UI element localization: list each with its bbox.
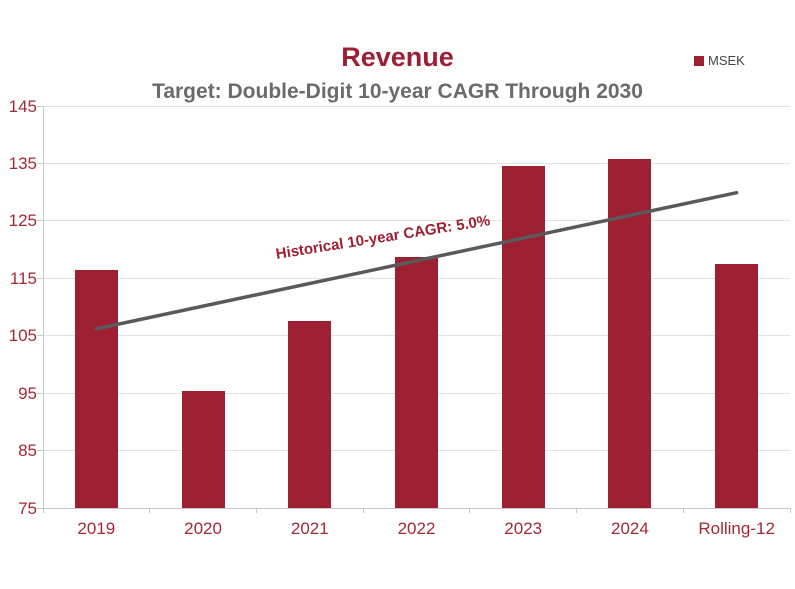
x-axis-label-2019: 2019 [77, 519, 116, 538]
x-axis-label-2022: 2022 [397, 519, 436, 538]
bar-2023 [501, 166, 545, 508]
bar-2019 [74, 269, 118, 508]
y-axis-tick-125 [37, 220, 43, 222]
y-axis-tick-75 [37, 507, 43, 509]
y-axis-label-75: 75 [18, 498, 37, 518]
chart-title: Revenue [341, 42, 454, 72]
x-axis-label-2024: 2024 [611, 519, 649, 538]
x-axis-tick [255, 508, 257, 513]
y-axis-line [43, 106, 44, 508]
y-axis-tick-135 [37, 162, 43, 164]
legend: MSEK [694, 53, 745, 68]
x-axis-tick [362, 508, 364, 513]
bar-2024 [608, 159, 652, 508]
x-axis-tick [789, 508, 791, 513]
x-axis-label-2021: 2021 [290, 519, 329, 538]
y-axis-label-85: 85 [18, 441, 37, 461]
y-axis-tick-95 [37, 392, 43, 394]
y-axis-label-145: 145 [8, 96, 37, 116]
bar-2020 [181, 390, 225, 508]
bar-2022 [395, 257, 438, 508]
y-axis-tick-85 [37, 450, 43, 452]
gridline-135 [43, 162, 790, 164]
x-axis-tick [682, 508, 684, 513]
y-axis-label-95: 95 [18, 383, 37, 403]
x-axis-tick [149, 508, 151, 513]
legend-swatch-icon [694, 55, 704, 66]
x-axis-tick [42, 508, 44, 513]
chart-subtitle: Target: Double-Digit 10-year CAGR Throug… [152, 80, 643, 103]
bar-Rolling-12 [715, 263, 759, 508]
legend-label: MSEK [708, 53, 745, 68]
x-axis-tick [576, 508, 578, 513]
x-axis-tick [469, 508, 471, 513]
y-axis-label-135: 135 [8, 153, 37, 173]
y-axis-label-105: 105 [8, 326, 37, 346]
gridline-145 [43, 105, 790, 107]
y-axis-label-115: 115 [9, 268, 37, 288]
x-axis-label-2023: 2023 [504, 519, 543, 538]
y-axis-label-125: 125 [8, 211, 37, 231]
x-axis-label-2020: 2020 [184, 519, 222, 538]
y-axis-tick-105 [37, 335, 43, 337]
y-axis-tick-145 [37, 105, 43, 107]
y-axis-tick-115 [37, 277, 43, 279]
bar-2021 [288, 321, 332, 508]
gridline-75 [43, 507, 790, 509]
gridline-125 [43, 220, 790, 222]
x-axis-label-Rolling-12: Rolling-12 [698, 519, 775, 538]
